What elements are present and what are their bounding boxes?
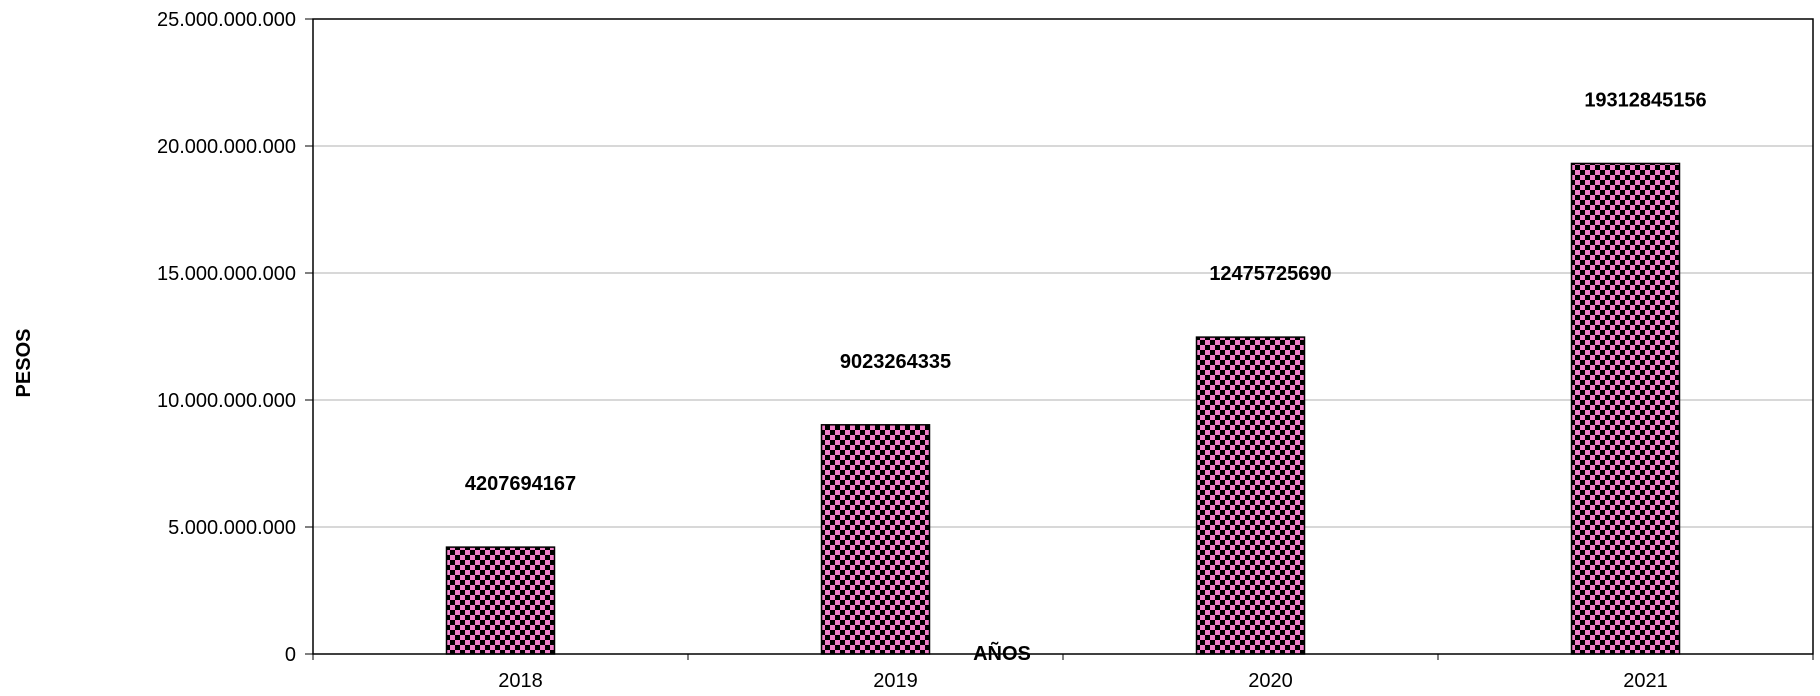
y-tick-label: 25.000.000.000 xyxy=(157,9,296,31)
bar-2020 xyxy=(1195,336,1306,655)
data-label-2018: 4207694167 xyxy=(465,473,576,495)
x-axis-title: AÑOS xyxy=(973,642,1031,665)
bar-2018 xyxy=(445,546,556,655)
data-label-2020: 12475725690 xyxy=(1209,263,1331,285)
y-tick-label: 20.000.000.000 xyxy=(157,136,296,158)
axes xyxy=(305,18,1814,660)
x-tick-label: 2020 xyxy=(1248,670,1293,692)
y-tick-label: 5.000.000.000 xyxy=(168,517,296,539)
data-label-2021: 19312845156 xyxy=(1584,89,1706,111)
x-tick-label: 2019 xyxy=(873,670,918,692)
bars xyxy=(445,162,1681,655)
x-tick-label: 2021 xyxy=(1623,670,1668,692)
bar-2021 xyxy=(1570,162,1681,655)
y-axis-title: PESOS xyxy=(13,329,35,398)
y-tick-label: 0 xyxy=(285,644,296,666)
x-tick-label: 2018 xyxy=(498,670,543,692)
labels: 0 5.000.000.000 10.000.000.000 15.000.000.0… xyxy=(157,9,1707,692)
plot-frame xyxy=(312,18,1814,655)
bar-2019 xyxy=(820,424,931,655)
y-tick-label: 15.000.000.000 xyxy=(157,263,296,285)
gridlines xyxy=(313,145,1813,528)
data-label-2019: 9023264335 xyxy=(840,351,951,373)
y-tick-label: 10.000.000.000 xyxy=(157,390,296,412)
